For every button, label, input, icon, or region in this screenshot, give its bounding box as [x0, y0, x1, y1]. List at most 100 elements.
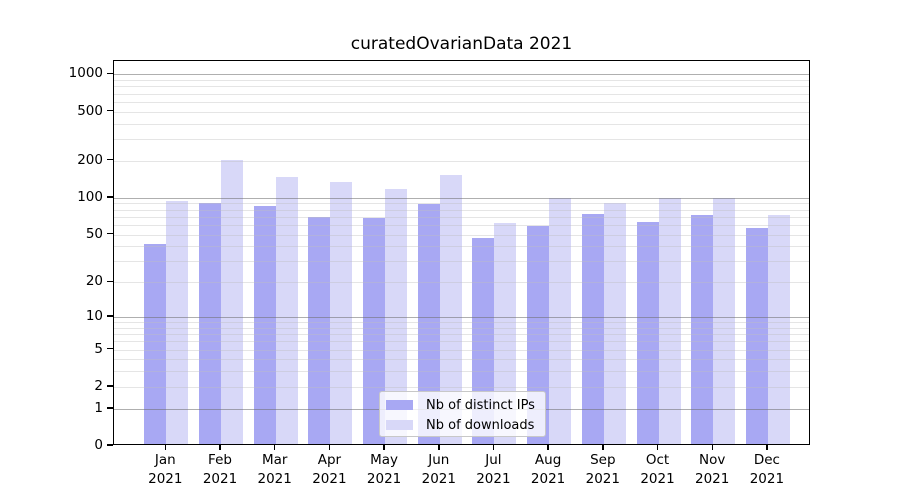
x-tick-label-feb: Feb 2021: [190, 451, 250, 489]
x-tick-month: Dec: [753, 452, 780, 468]
x-tick-month: Mar: [261, 452, 288, 468]
bar-downloads-may: [385, 188, 408, 444]
x-tick-year: 2021: [421, 471, 456, 487]
x-tick-feb: [219, 445, 221, 450]
bar-downloads-mar: [275, 177, 298, 444]
x-tick-label-oct: Oct 2021: [628, 451, 688, 489]
x-tick-mar: [273, 445, 276, 450]
x-tick-year: 2021: [749, 471, 785, 487]
bar-distinct-ips-may: [363, 217, 386, 444]
x-tick-year: 2021: [148, 471, 183, 487]
y-tick-label-20: 20: [85, 273, 103, 290]
x-tick-month: Nov: [699, 452, 726, 468]
y-tick-label-5: 5: [94, 340, 103, 357]
x-tick-label-may: May 2021: [354, 451, 414, 489]
x-tick-month: Apr: [317, 452, 342, 468]
x-tick-month: Oct: [645, 452, 670, 468]
legend-swatch-distinct-ips: [386, 400, 413, 410]
x-tick-label-jun: Jun 2021: [409, 451, 469, 489]
bar-distinct-ips-feb: [198, 202, 221, 444]
x-tick-month: Jul: [485, 452, 502, 468]
bar-downloads-sep: [603, 203, 626, 444]
x-tick-nov: [711, 445, 713, 450]
x-tick-label-mar: Mar 2021: [245, 451, 305, 489]
bar-distinct-ips-dec: [745, 228, 768, 444]
bar-downloads-nov: [713, 198, 736, 444]
legend-label-downloads: Nb of downloads: [426, 417, 535, 433]
x-tick-month: Feb: [208, 452, 232, 468]
x-tick-year: 2021: [202, 471, 238, 487]
y-tick-100: [107, 196, 113, 198]
x-tick-aug: [547, 445, 549, 450]
x-tick-year: 2021: [585, 471, 620, 487]
gridline-minor-400: [114, 123, 809, 125]
y-tick-label-0: 0: [94, 437, 103, 453]
bar-downloads-dec: [767, 215, 790, 444]
x-tick-year: 2021: [312, 471, 347, 487]
x-tick-label-jan: Jan 2021: [135, 451, 195, 489]
y-tick-200: [107, 158, 113, 161]
bar-distinct-ips-jan: [144, 244, 167, 444]
x-tick-year: 2021: [366, 471, 402, 487]
x-tick-month: Jun: [428, 452, 450, 468]
y-tick-label-1000: 1000: [68, 65, 103, 82]
legend-label-distinct-ips: Nb of distinct IPs: [426, 397, 535, 413]
y-tick-label-2: 2: [94, 377, 103, 394]
y-tick-0: [107, 444, 113, 446]
y-tick-5: [107, 347, 113, 350]
gridline-minor-700: [114, 93, 809, 95]
x-tick-label-apr: Apr 2021: [299, 451, 359, 489]
y-tick-1000: [107, 72, 113, 75]
bar-distinct-ips-oct: [636, 222, 659, 444]
y-tick-label-10: 10: [85, 308, 103, 324]
bar-downloads-jul: [494, 222, 517, 444]
legend-swatch-downloads: [386, 420, 413, 430]
bar-distinct-ips-aug: [527, 225, 550, 444]
y-tick-label-50: 50: [85, 225, 103, 242]
legend-item-downloads: Nb of downloads: [386, 415, 545, 435]
bar-distinct-ips-apr: [308, 217, 331, 444]
x-tick-oct: [656, 445, 659, 450]
x-tick-sep: [602, 445, 604, 450]
x-tick-dec: [766, 445, 768, 450]
gridline-minor-900: [114, 80, 809, 81]
y-tick-label-200: 200: [77, 151, 103, 168]
chart-title: curatedOvarianData 2021: [350, 34, 573, 54]
x-tick-year: 2021: [476, 471, 511, 487]
x-tick-jul: [492, 445, 495, 450]
y-tick-label-100: 100: [77, 188, 103, 205]
x-tick-year: 2021: [695, 471, 730, 487]
bar-downloads-apr: [330, 182, 353, 444]
x-tick-may: [383, 445, 385, 450]
bar-distinct-ips-nov: [691, 215, 714, 444]
bar-distinct-ips-mar: [253, 206, 276, 444]
x-tick-label-sep: Sep 2021: [573, 451, 633, 489]
bar-downloads-jun: [439, 175, 462, 444]
y-tick-20: [107, 280, 113, 282]
bar-downloads-jan: [166, 201, 189, 444]
x-tick-year: 2021: [530, 471, 566, 487]
bar-downloads-oct: [658, 198, 681, 444]
bar-downloads-feb: [220, 159, 243, 444]
y-tick-500: [107, 109, 113, 112]
x-tick-apr: [328, 445, 331, 450]
y-tick-1: [107, 407, 113, 409]
x-tick-label-dec: Dec 2021: [737, 451, 797, 489]
legend-item-distinct-ips: Nb of distinct IPs: [386, 395, 545, 415]
bar-distinct-ips-sep: [581, 213, 604, 444]
y-tick-50: [107, 232, 113, 235]
y-tick-label-500: 500: [77, 102, 103, 119]
gridline-minor-200: [114, 160, 809, 162]
x-tick-year: 2021: [640, 471, 675, 487]
x-tick-jun: [438, 445, 440, 450]
gridline-minor-500: [114, 111, 809, 113]
y-tick-label-1: 1: [94, 399, 103, 416]
gridline-minor-300: [114, 139, 809, 140]
x-tick-label-aug: Aug 2021: [518, 451, 578, 489]
x-tick-year: 2021: [257, 471, 292, 487]
x-tick-month: Jan: [154, 452, 176, 468]
x-tick-jan: [164, 445, 167, 450]
bar-downloads-aug: [549, 198, 572, 444]
x-tick-label-jul: Jul 2021: [463, 451, 523, 489]
